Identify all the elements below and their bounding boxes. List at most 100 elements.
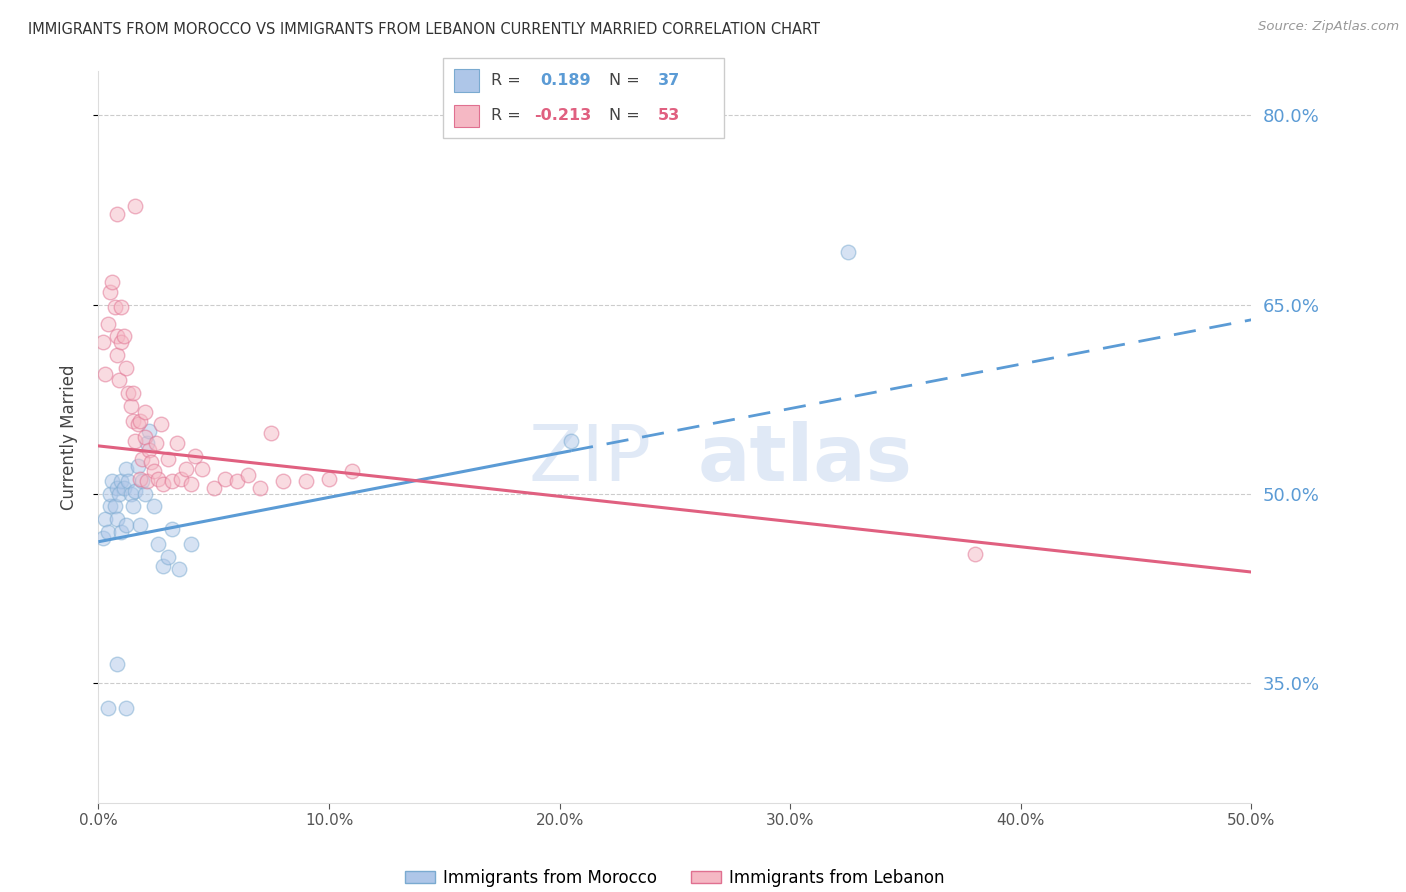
Point (249, 481, 271, 495)
Point (225, 474, 247, 488)
Point (202, 481, 225, 495)
Text: R =: R = (491, 108, 526, 123)
Point (963, 547, 986, 561)
Point (184, 449, 207, 463)
Point (117, 474, 139, 488)
Point (145, 436, 167, 450)
Point (94, 367, 117, 381)
Point (148, 537, 170, 551)
Text: 53: 53 (658, 108, 681, 123)
Point (191, 461, 214, 475)
Point (160, 474, 183, 488)
Point (124, 199, 146, 213)
Text: N =: N = (609, 108, 645, 123)
Point (127, 417, 149, 432)
Text: 0.189: 0.189 (540, 73, 591, 88)
Point (110, 300, 132, 314)
Point (131, 451, 153, 466)
Point (170, 472, 193, 486)
Point (138, 442, 160, 457)
Bar (454, 70, 479, 92)
Point (103, 500, 125, 514)
Point (138, 424, 160, 438)
Point (129, 472, 152, 486)
Point (101, 474, 124, 488)
Point (141, 455, 163, 469)
Point (97, 317, 120, 331)
Point (115, 461, 138, 475)
Point (101, 275, 124, 289)
Point (129, 518, 152, 533)
Point (152, 558, 174, 573)
Point (112, 481, 135, 495)
Point (122, 414, 145, 428)
Point (134, 487, 156, 501)
Point (238, 467, 260, 482)
Point (110, 335, 132, 350)
Point (105, 657, 128, 671)
Point (94, 512, 117, 526)
Point (97, 524, 120, 539)
Point (131, 474, 153, 488)
Point (129, 414, 152, 428)
Text: IMMIGRANTS FROM MOROCCO VS IMMIGRANTS FROM LEBANON CURRENTLY MARRIED CORRELATION: IMMIGRANTS FROM MOROCCO VS IMMIGRANTS FR… (28, 22, 820, 37)
Point (152, 476, 174, 491)
Y-axis label: Currently Married: Currently Married (59, 364, 77, 510)
Point (105, 329, 128, 343)
Point (115, 360, 138, 375)
Point (122, 500, 145, 514)
Text: N =: N = (609, 73, 645, 88)
Point (98, 487, 121, 501)
Point (117, 386, 139, 401)
Point (214, 472, 236, 486)
Text: R =: R = (491, 73, 526, 88)
Point (166, 436, 188, 450)
Point (156, 549, 179, 564)
Point (91, 531, 114, 545)
Point (105, 348, 128, 362)
Text: Source: ZipAtlas.com: Source: ZipAtlas.com (1258, 20, 1399, 33)
Point (112, 329, 135, 343)
Point (124, 484, 146, 499)
Point (135, 474, 157, 488)
Point (122, 386, 145, 401)
Point (115, 701, 138, 715)
Point (142, 464, 165, 478)
Text: 37: 37 (658, 73, 681, 88)
Point (105, 512, 128, 526)
Point (127, 459, 149, 474)
Point (560, 434, 582, 448)
Point (148, 472, 170, 486)
Point (180, 537, 202, 551)
Point (174, 461, 197, 475)
Point (115, 518, 138, 533)
Point (134, 405, 156, 419)
Text: ZIP: ZIP (529, 421, 652, 497)
Point (98, 285, 121, 299)
Point (134, 430, 156, 444)
Point (180, 476, 202, 491)
Point (108, 373, 131, 387)
Point (120, 399, 142, 413)
Point (160, 522, 183, 536)
Point (295, 474, 318, 488)
Point (149, 417, 172, 432)
Point (837, 244, 859, 259)
Point (135, 436, 157, 450)
Point (91, 335, 114, 350)
Point (142, 500, 165, 514)
Point (340, 464, 363, 478)
Text: atlas: atlas (697, 421, 912, 497)
Point (105, 207, 128, 221)
Point (110, 524, 132, 539)
FancyBboxPatch shape (443, 58, 724, 138)
Bar (454, 104, 479, 127)
Point (156, 451, 179, 466)
Point (108, 487, 131, 501)
Point (105, 481, 128, 495)
Point (271, 474, 294, 488)
Point (103, 300, 125, 314)
Point (110, 474, 132, 488)
Point (97, 701, 120, 715)
Point (124, 434, 146, 448)
